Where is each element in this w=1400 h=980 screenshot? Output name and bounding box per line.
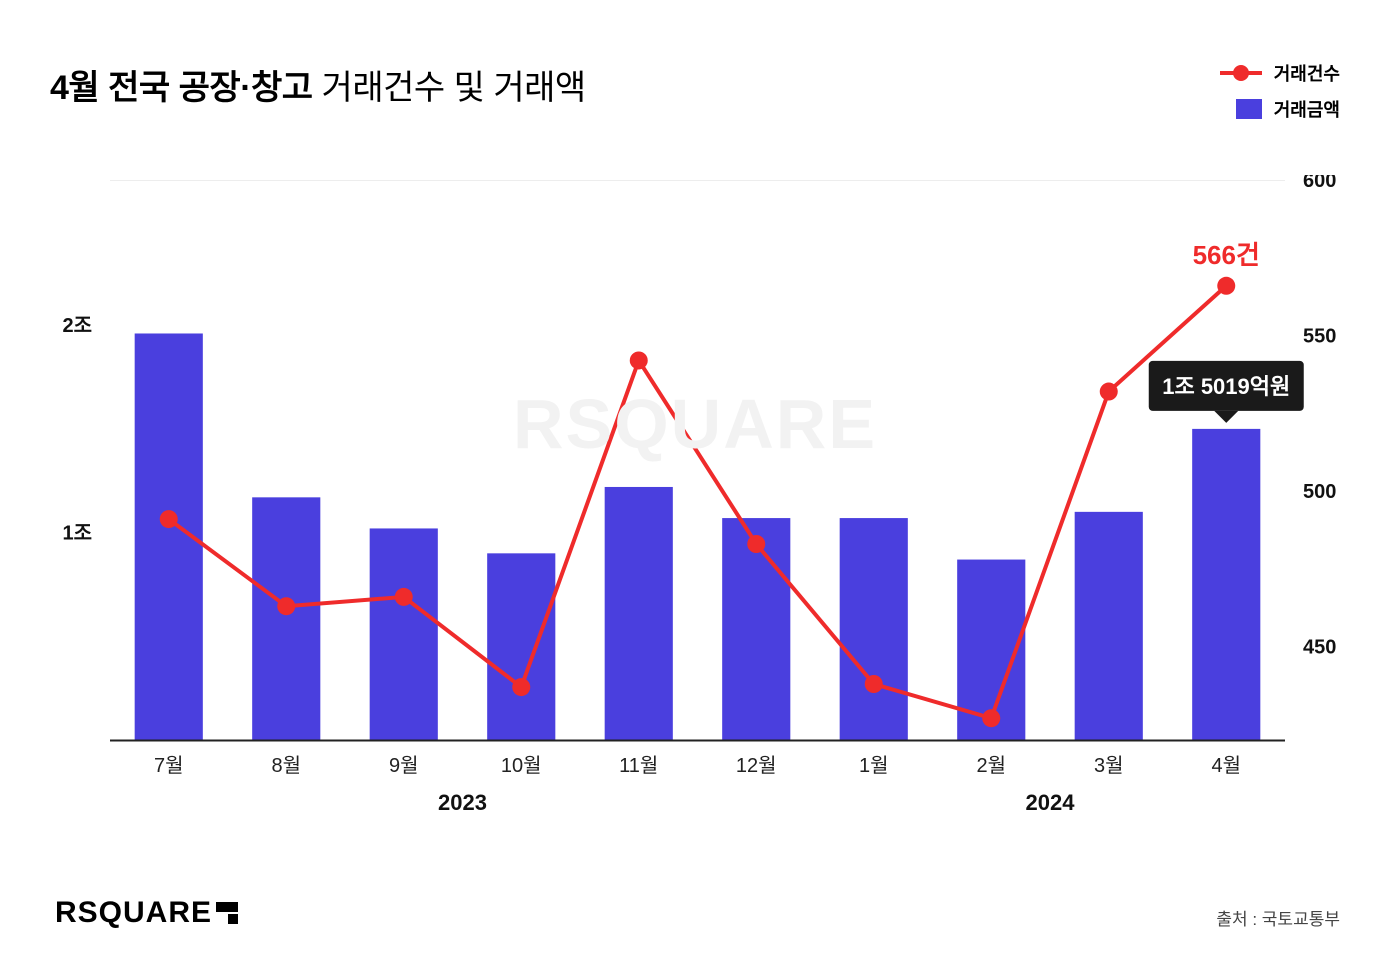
title-light: 거래건수 및 거래액 bbox=[313, 69, 586, 107]
svg-text:1월: 1월 bbox=[859, 754, 889, 777]
bar bbox=[252, 497, 320, 740]
line-point bbox=[1100, 383, 1118, 401]
svg-text:450: 450 bbox=[1303, 637, 1336, 659]
line-series bbox=[169, 286, 1227, 718]
line-point bbox=[277, 597, 295, 615]
bar bbox=[1192, 429, 1260, 740]
svg-text:1조: 1조 bbox=[62, 523, 92, 545]
svg-text:8월: 8월 bbox=[271, 754, 301, 777]
legend: 거래건수 거래금액 bbox=[1220, 60, 1340, 132]
svg-text:500: 500 bbox=[1303, 481, 1336, 503]
legend-count-label: 거래건수 bbox=[1274, 60, 1340, 86]
chart-svg: 1조 2조 450 500 550 600 7월 8월 9월 10월 11월 12월 1월 2월 3월 4월 2… bbox=[50, 175, 1340, 830]
svg-text:600: 600 bbox=[1303, 175, 1336, 192]
line-point bbox=[395, 588, 413, 606]
chart-title: 4월 전국 공장·창고 거래건수 및 거래액 bbox=[50, 60, 586, 109]
watermark: RSQUARE bbox=[513, 384, 877, 464]
bar bbox=[840, 518, 908, 740]
legend-amount-label: 거래금액 bbox=[1274, 96, 1340, 122]
callout-label: 566건 bbox=[1193, 240, 1260, 270]
line-point bbox=[1217, 277, 1235, 295]
bar bbox=[487, 553, 555, 740]
title-bold: 4월 전국 공장·창고 bbox=[50, 69, 313, 107]
svg-text:2023: 2023 bbox=[438, 790, 487, 815]
line-point bbox=[865, 675, 883, 693]
line-point bbox=[630, 351, 648, 369]
svg-text:3월: 3월 bbox=[1094, 754, 1124, 777]
line-point bbox=[747, 535, 765, 553]
svg-text:4월: 4월 bbox=[1211, 754, 1241, 777]
brand-logo: RSQUARE bbox=[55, 896, 238, 930]
svg-text:2조: 2조 bbox=[62, 315, 92, 337]
bar bbox=[370, 528, 438, 740]
legend-line-icon bbox=[1220, 71, 1262, 75]
legend-box-icon bbox=[1236, 99, 1262, 119]
bar bbox=[1075, 512, 1143, 740]
svg-text:2월: 2월 bbox=[976, 754, 1006, 777]
svg-text:10월: 10월 bbox=[501, 754, 542, 777]
legend-item-amount: 거래금액 bbox=[1220, 96, 1340, 122]
svg-text:9월: 9월 bbox=[389, 754, 419, 777]
brand-text: RSQUARE bbox=[55, 896, 212, 930]
svg-text:11월: 11월 bbox=[619, 754, 658, 777]
brand-glyph-icon bbox=[216, 902, 238, 924]
tooltip-text: 1조 5019억원 bbox=[1162, 374, 1290, 399]
svg-text:550: 550 bbox=[1303, 326, 1336, 348]
chart-area: RSQUARE 1조2조4505005506007월8월9월10월11월12월1… bbox=[50, 175, 1340, 830]
line-point bbox=[160, 510, 178, 528]
line-point bbox=[982, 709, 1000, 727]
legend-item-count: 거래건수 bbox=[1220, 60, 1340, 86]
source-label: 출처 : 국토교통부 bbox=[1216, 905, 1340, 930]
svg-text:7월: 7월 bbox=[154, 754, 184, 777]
line-point bbox=[512, 678, 530, 696]
svg-text:12월: 12월 bbox=[736, 754, 777, 777]
svg-text:2024: 2024 bbox=[1026, 790, 1076, 815]
bar bbox=[605, 487, 673, 740]
